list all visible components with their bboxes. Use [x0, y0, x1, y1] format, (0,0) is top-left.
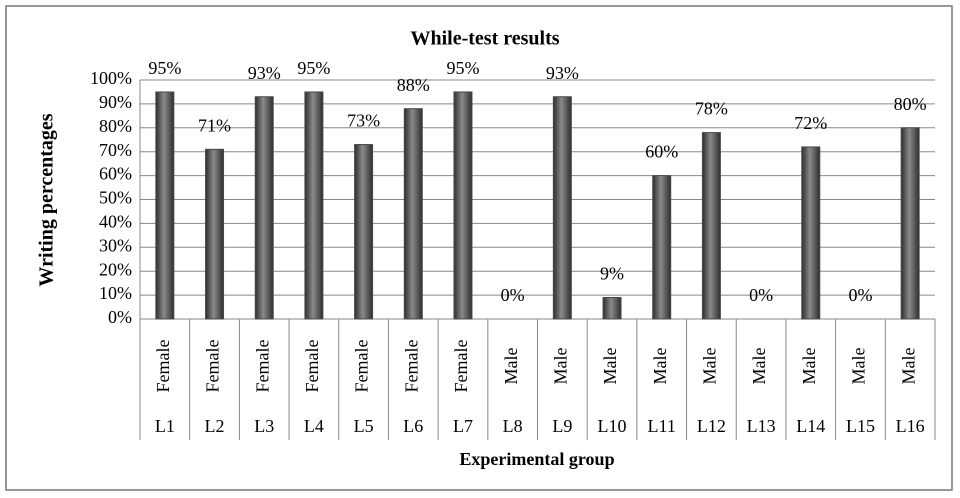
bar: [602, 296, 622, 320]
x-tick-label: L6: [403, 416, 423, 436]
value-label: 93%: [248, 63, 281, 83]
bar: [652, 175, 672, 320]
bar: [354, 144, 374, 320]
group-label: Male: [898, 347, 918, 384]
value-label: 95%: [297, 58, 330, 78]
y-tick-label: 10%: [99, 283, 132, 303]
y-tick-label: 90%: [99, 92, 132, 112]
group-label: Male: [600, 347, 620, 384]
group-label: Male: [849, 347, 869, 384]
x-tick-label: L15: [846, 416, 875, 436]
x-tick-label: L4: [304, 416, 324, 436]
x-tick-label: L1: [155, 416, 175, 436]
group-label: Male: [749, 347, 769, 384]
group-label: Male: [799, 347, 819, 384]
value-label: 95%: [148, 58, 181, 78]
x-tick-label: L10: [598, 416, 627, 436]
value-label: 78%: [695, 99, 728, 119]
bar: [453, 91, 473, 320]
x-tick-label: L14: [796, 416, 825, 436]
bar: [155, 91, 175, 320]
value-label: 9%: [600, 264, 624, 284]
y-tick-label: 80%: [99, 116, 132, 136]
value-label: 72%: [794, 113, 827, 133]
value-label: 0%: [848, 285, 872, 305]
group-label: Female: [451, 340, 471, 393]
group-label: Male: [550, 347, 570, 384]
group-label: Female: [302, 340, 322, 393]
group-label: Female: [252, 340, 272, 393]
group-label: Male: [650, 347, 670, 384]
value-label: 71%: [198, 115, 231, 135]
bar: [900, 127, 920, 320]
value-label: 88%: [397, 75, 430, 95]
bar: [254, 96, 274, 320]
x-tick-label: L11: [648, 416, 676, 436]
value-label: 95%: [446, 58, 479, 78]
bar: [701, 132, 721, 320]
y-tick-label: 40%: [99, 212, 132, 232]
group-label: Female: [203, 340, 223, 393]
value-label: 60%: [645, 142, 678, 162]
x-tick-label: L2: [205, 416, 225, 436]
x-tick-label: L13: [747, 416, 776, 436]
group-label: Female: [352, 340, 372, 393]
value-label: 80%: [894, 94, 927, 114]
x-tick-label: L3: [254, 416, 274, 436]
y-tick-label: 60%: [99, 164, 132, 184]
bar: [403, 108, 423, 320]
bar: [552, 96, 572, 320]
x-tick-label: L5: [354, 416, 374, 436]
y-axis-label: Writing percentages: [36, 113, 58, 286]
x-axis-label: Experimental group: [459, 449, 614, 469]
value-label: 73%: [347, 111, 380, 131]
x-tick-label: L8: [503, 416, 523, 436]
value-label: 0%: [501, 285, 525, 305]
bar: [801, 146, 821, 320]
x-tick-label: L16: [896, 416, 925, 436]
bar: [205, 148, 225, 320]
x-tick-label: L7: [453, 416, 473, 436]
y-tick-label: 100%: [90, 68, 132, 88]
y-tick-label: 50%: [99, 188, 132, 208]
group-label: Male: [700, 347, 720, 384]
group-label: Female: [401, 340, 421, 393]
y-tick-label: 20%: [99, 259, 132, 279]
value-label: 93%: [546, 63, 579, 83]
y-tick-label: 30%: [99, 235, 132, 255]
bar: [304, 91, 324, 320]
y-tick-label: 70%: [99, 140, 132, 160]
chart-title: While-test results: [410, 28, 559, 50]
value-label: 0%: [749, 285, 773, 305]
group-label: Female: [153, 340, 173, 393]
x-tick-label: L12: [697, 416, 726, 436]
group-label: Male: [501, 347, 521, 384]
x-tick-label: L9: [552, 416, 572, 436]
y-tick-label: 0%: [108, 307, 132, 327]
